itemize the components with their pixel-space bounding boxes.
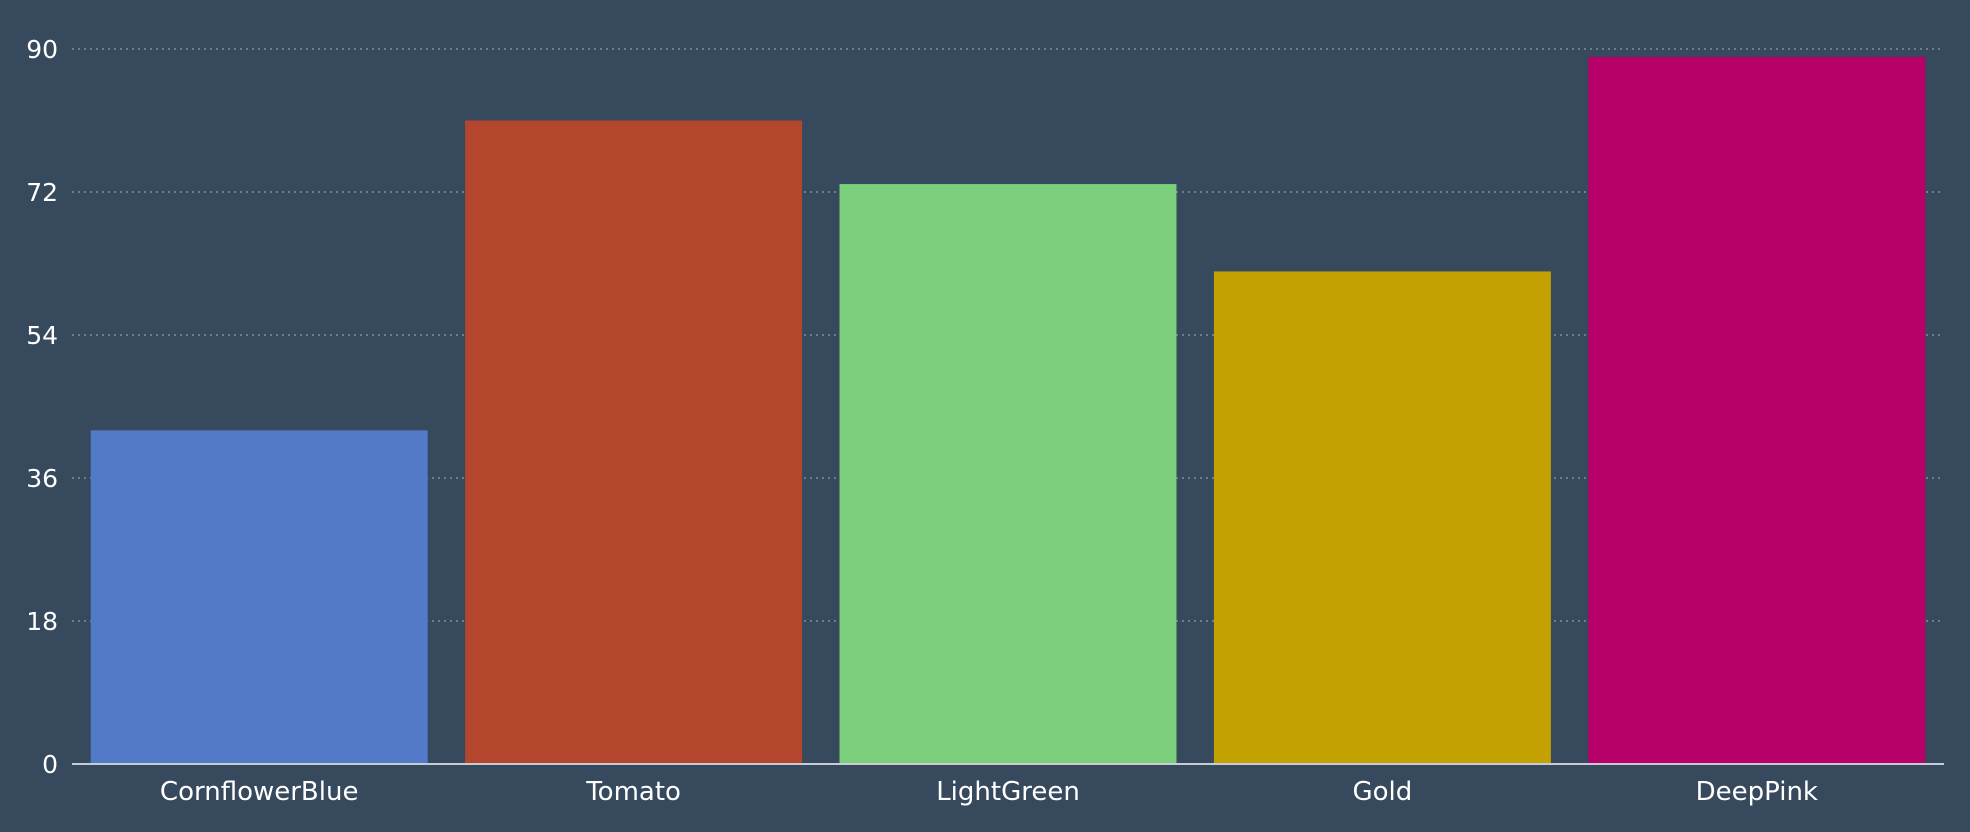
bar-gold bbox=[1213, 271, 1551, 764]
x-tick-label: LightGreen bbox=[936, 777, 1080, 807]
x-tick-label: DeepPink bbox=[1696, 777, 1818, 807]
y-tick-label: 72 bbox=[26, 178, 58, 207]
y-tick-label: 18 bbox=[26, 607, 58, 636]
y-tick-label: 90 bbox=[26, 35, 58, 64]
bar-deeppink bbox=[1588, 56, 1926, 764]
bars bbox=[90, 56, 1926, 765]
x-tick-label: Tomato bbox=[585, 777, 681, 807]
bar-lightgreen bbox=[839, 184, 1177, 765]
y-tick-label: 0 bbox=[42, 750, 58, 779]
y-axis-tick-labels: 0 18 36 54 72 90 bbox=[26, 35, 58, 779]
bar-cornflowerblue bbox=[90, 430, 428, 764]
y-tick-label: 36 bbox=[26, 464, 58, 493]
x-axis-category-labels: CornflowerBlue Tomato LightGreen Gold DeepPi… bbox=[160, 777, 1818, 807]
x-tick-label: CornflowerBlue bbox=[160, 777, 359, 807]
x-tick-label: Gold bbox=[1353, 777, 1413, 807]
bar-tomato bbox=[465, 120, 803, 764]
y-tick-label: 54 bbox=[26, 321, 58, 350]
